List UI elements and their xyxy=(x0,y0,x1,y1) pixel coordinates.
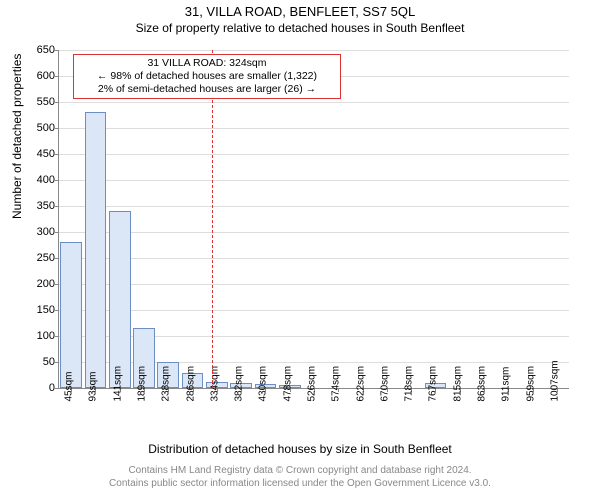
grid-line xyxy=(59,258,569,259)
y-tick xyxy=(55,232,59,233)
y-tick-label: 0 xyxy=(15,382,55,394)
y-tick xyxy=(55,362,59,363)
y-tick-label: 150 xyxy=(15,304,55,316)
grid-line xyxy=(59,154,569,155)
y-tick xyxy=(55,102,59,103)
histogram-bar xyxy=(85,112,107,388)
y-tick-label: 200 xyxy=(15,278,55,290)
reference-line1: 31 VILLA ROAD: 324sqm xyxy=(78,57,336,70)
chart-subtitle: Size of property relative to detached ho… xyxy=(0,21,600,35)
histogram-bar xyxy=(60,242,82,388)
y-tick-label: 450 xyxy=(15,148,55,160)
y-tick-label: 100 xyxy=(15,330,55,342)
chart-title: 31, VILLA ROAD, BENFLEET, SS7 5QL xyxy=(0,4,600,19)
y-tick xyxy=(55,206,59,207)
footnote-2: Contains public sector information licen… xyxy=(0,477,600,490)
y-tick xyxy=(55,388,59,389)
grid-line xyxy=(59,206,569,207)
y-tick xyxy=(55,128,59,129)
reference-line xyxy=(212,50,213,388)
y-tick-label: 650 xyxy=(15,44,55,56)
grid-line xyxy=(59,128,569,129)
y-tick xyxy=(55,50,59,51)
reference-line3: 2% of semi-detached houses are larger (2… xyxy=(78,83,336,96)
y-tick xyxy=(55,180,59,181)
grid-line xyxy=(59,284,569,285)
y-tick xyxy=(55,284,59,285)
grid-line xyxy=(59,232,569,233)
chart-area: 0501001502002503003504004505005506006504… xyxy=(58,50,568,388)
grid-line xyxy=(59,310,569,311)
grid-line xyxy=(59,180,569,181)
grid-line xyxy=(59,50,569,51)
footnotes: Contains HM Land Registry data © Crown c… xyxy=(0,464,600,490)
y-tick xyxy=(55,336,59,337)
reference-line2: ← 98% of detached houses are smaller (1,… xyxy=(78,70,336,83)
x-axis-title: Distribution of detached houses by size … xyxy=(0,442,600,456)
y-tick-label: 350 xyxy=(15,200,55,212)
histogram-bar xyxy=(109,211,131,388)
y-tick-label: 550 xyxy=(15,96,55,108)
footnote-1: Contains HM Land Registry data © Crown c… xyxy=(0,464,600,477)
grid-line xyxy=(59,102,569,103)
y-tick-label: 250 xyxy=(15,252,55,264)
reference-annotation: 31 VILLA ROAD: 324sqm← 98% of detached h… xyxy=(73,54,341,99)
y-tick xyxy=(55,76,59,77)
y-tick xyxy=(55,310,59,311)
y-tick-label: 50 xyxy=(15,356,55,368)
y-tick-label: 600 xyxy=(15,70,55,82)
y-tick xyxy=(55,258,59,259)
y-tick-label: 500 xyxy=(15,122,55,134)
y-tick-label: 300 xyxy=(15,226,55,238)
y-tick-label: 400 xyxy=(15,174,55,186)
plot-region: 0501001502002503003504004505005506006504… xyxy=(58,50,569,389)
y-tick xyxy=(55,154,59,155)
